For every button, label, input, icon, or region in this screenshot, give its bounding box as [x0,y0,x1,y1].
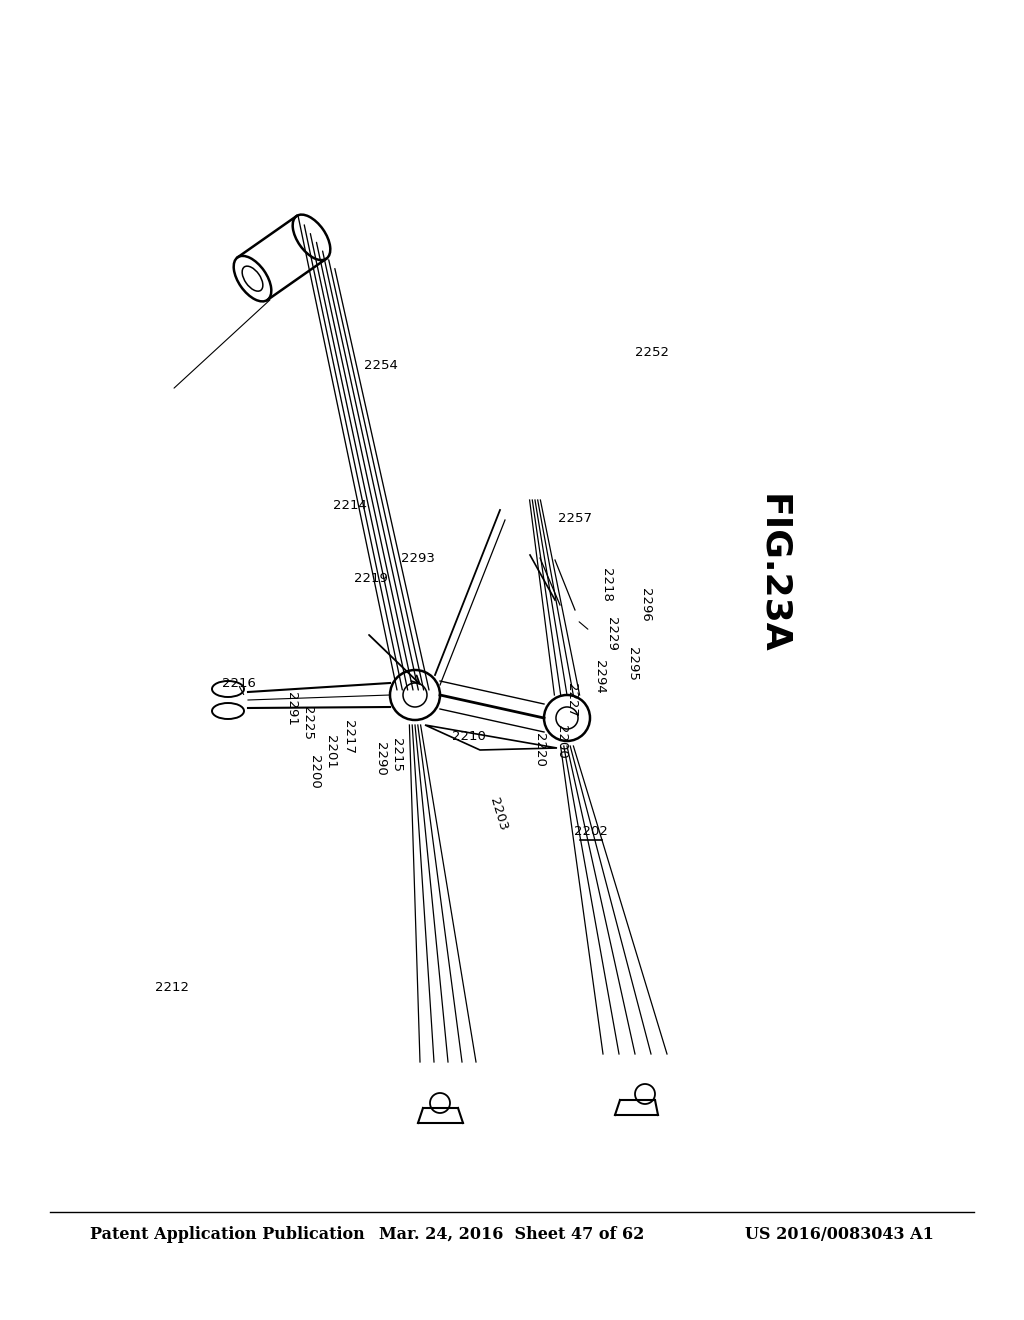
Text: 2212: 2212 [155,981,189,994]
Text: 2257: 2257 [558,512,593,525]
Text: 2217: 2217 [342,719,354,754]
Text: 2290: 2290 [375,742,387,776]
Text: 2227: 2227 [565,682,578,717]
Text: 2200: 2200 [308,755,321,789]
Text: 2254: 2254 [364,359,398,372]
Text: 2210: 2210 [452,730,486,743]
Text: US 2016/0083043 A1: US 2016/0083043 A1 [745,1226,934,1242]
Text: 2293: 2293 [400,552,435,565]
Text: 2219: 2219 [353,572,388,585]
Text: 2229: 2229 [605,616,617,651]
Text: 2202: 2202 [573,825,608,838]
Text: 2220: 2220 [534,733,546,767]
Text: 2215: 2215 [390,738,402,772]
Text: 2295: 2295 [627,647,639,681]
Text: 2294: 2294 [593,660,605,694]
Text: 2214: 2214 [333,499,368,512]
Text: 2201: 2201 [325,735,337,770]
Text: FIG.23A: FIG.23A [756,494,791,655]
Text: 2296: 2296 [639,587,651,622]
Text: 2200: 2200 [555,725,567,759]
Text: 2252: 2252 [635,346,670,359]
Text: 2218: 2218 [600,568,612,602]
Text: Mar. 24, 2016  Sheet 47 of 62: Mar. 24, 2016 Sheet 47 of 62 [379,1226,645,1242]
Text: 2216: 2216 [221,677,256,690]
Text: 2225: 2225 [301,706,313,741]
Text: 2291: 2291 [286,692,298,726]
Text: Patent Application Publication: Patent Application Publication [90,1226,365,1242]
Text: 2203: 2203 [487,796,510,833]
